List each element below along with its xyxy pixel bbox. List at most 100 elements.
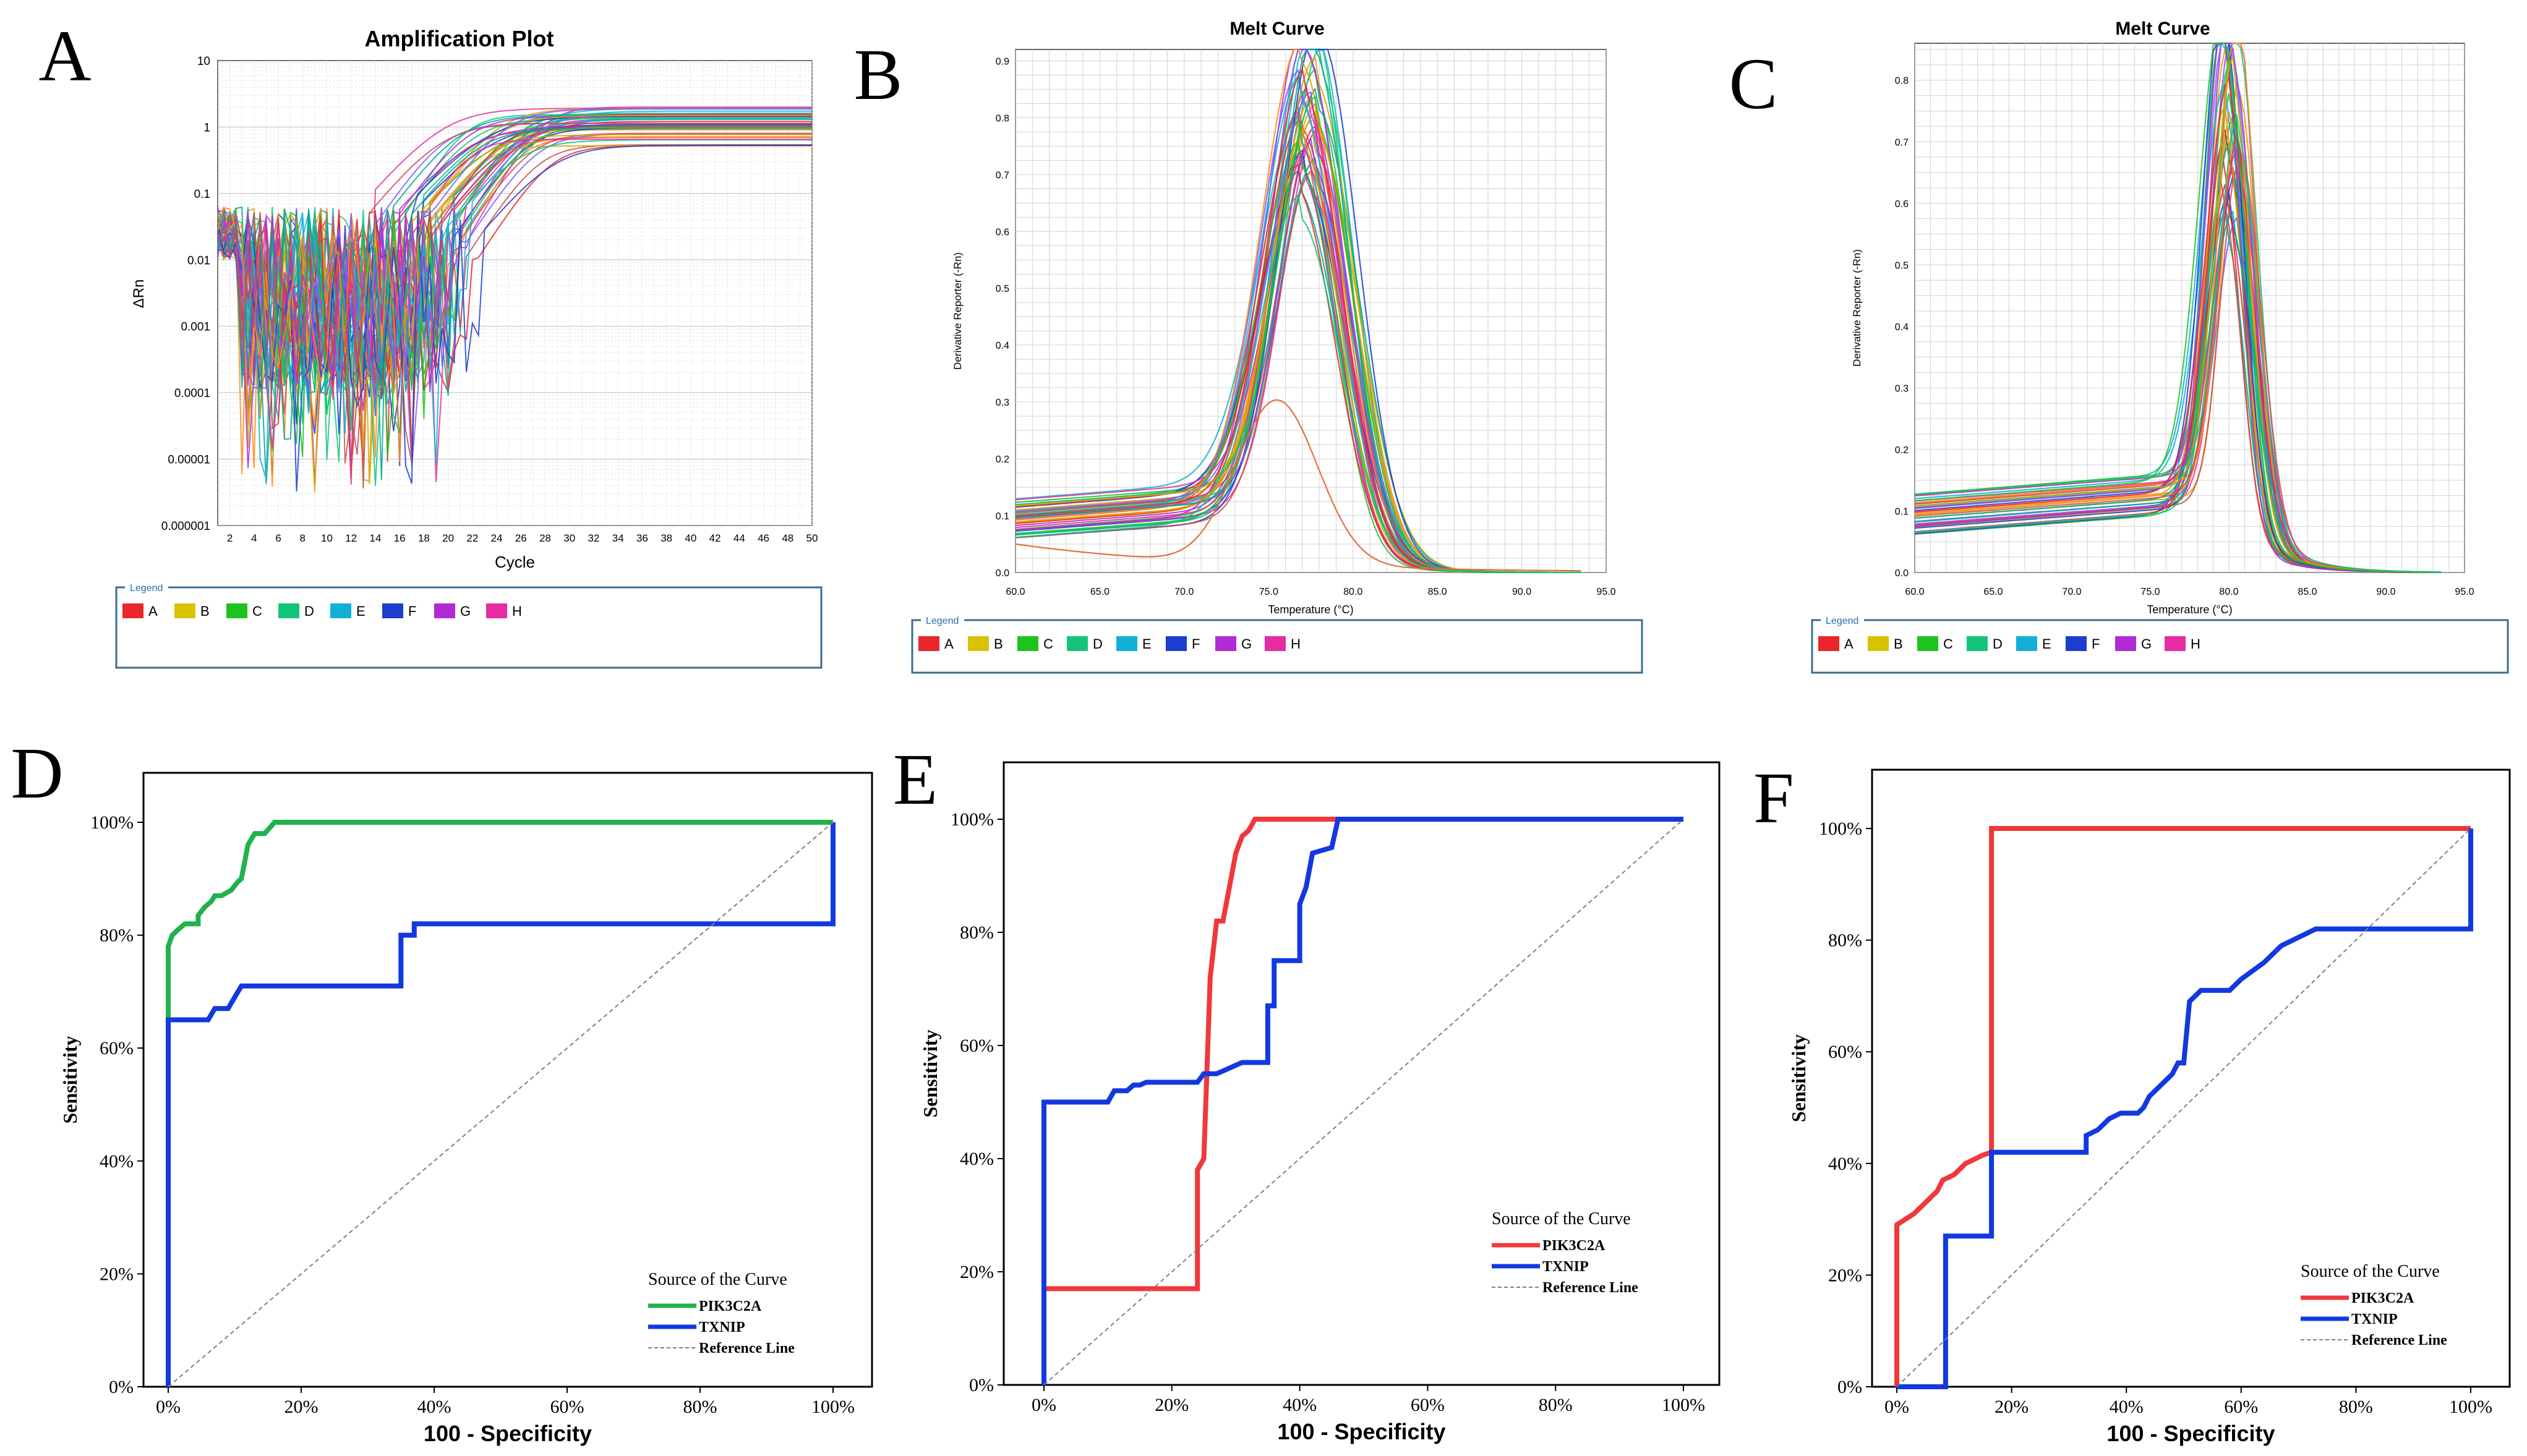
legend-code-e: E bbox=[356, 603, 366, 619]
y-tick-label: 60% bbox=[1828, 1042, 1862, 1062]
y-tick-label: 0.0 bbox=[1895, 568, 1909, 579]
x-tick-label: 12 bbox=[345, 532, 357, 544]
legend-swatch-b bbox=[968, 636, 989, 651]
x-tick-label: 70.0 bbox=[2062, 587, 2081, 597]
x-tick-label: 20% bbox=[1995, 1397, 2029, 1417]
x-tick-label: 38 bbox=[661, 532, 672, 544]
chart-b: Melt Curve Temperature (°C) Derivative Rep… bbox=[952, 19, 1616, 616]
legend-frame bbox=[1811, 619, 2509, 674]
legend-swatch-d bbox=[1067, 636, 1088, 651]
legend-code-d: D bbox=[1093, 636, 1103, 652]
legend-swatch-c bbox=[226, 603, 247, 618]
y-tick-label: 100% bbox=[1819, 819, 1862, 839]
y-axis-label: Sensitivity bbox=[1787, 1034, 1810, 1122]
legend-box-b: Legend A B C D E F G H bbox=[911, 613, 1643, 674]
y-tick-label: 0.00001 bbox=[168, 454, 210, 467]
x-tick-label: 30 bbox=[563, 532, 575, 544]
y-tick-label: 40% bbox=[1828, 1154, 1862, 1174]
legend-code-c: C bbox=[252, 603, 262, 619]
panel-letter-d: D bbox=[11, 733, 63, 814]
legend-code-e: E bbox=[1142, 636, 1152, 652]
legend-box-c: Legend A B C D E F G H bbox=[1811, 613, 2509, 674]
x-tick-label: 24 bbox=[491, 532, 503, 544]
y-tick-label: 80% bbox=[1828, 930, 1862, 951]
y-tick-label: 0.9 bbox=[996, 56, 1009, 67]
amplification-series bbox=[217, 138, 812, 479]
amplification-series bbox=[217, 122, 812, 370]
y-tick-label: 0.7 bbox=[996, 170, 1009, 181]
x-tick-label: 46 bbox=[758, 532, 769, 544]
y-tick-label: 0.01 bbox=[187, 254, 210, 267]
legend-code-f: F bbox=[2092, 636, 2100, 652]
y-tick-label: 60% bbox=[100, 1038, 134, 1058]
y-tick-label: 0.1 bbox=[194, 188, 210, 201]
x-tick-label: 60% bbox=[550, 1397, 584, 1417]
legend-code-a: A bbox=[944, 636, 954, 652]
roc-curve-txnip bbox=[166, 822, 836, 1387]
x-tick-label: 32 bbox=[588, 532, 600, 544]
x-tick-label: 60.0 bbox=[1006, 587, 1025, 597]
amplification-series bbox=[217, 136, 812, 438]
y-tick-label: 20% bbox=[960, 1262, 994, 1282]
y-tick-label: 40% bbox=[960, 1149, 994, 1169]
legend-swatch-b bbox=[174, 603, 195, 618]
x-tick-label: 42 bbox=[709, 532, 721, 544]
y-tick-label: 60% bbox=[960, 1036, 994, 1056]
x-tick-label: 75.0 bbox=[1259, 587, 1278, 597]
legend-swatch-h bbox=[2165, 636, 2186, 651]
legend-swatch-g bbox=[434, 603, 455, 618]
x-axis-label: Temperature (°C) bbox=[1268, 603, 1353, 616]
y-tick-label: 0.1 bbox=[996, 511, 1009, 522]
x-tick-label: 8 bbox=[300, 532, 306, 544]
x-tick-label: 80.0 bbox=[2219, 587, 2238, 597]
legend-title: Source of the Curve bbox=[1492, 1209, 1631, 1228]
legend-swatch-h bbox=[486, 603, 507, 618]
x-tick-label: 0% bbox=[1884, 1397, 1909, 1417]
legend-swatch-a bbox=[1818, 636, 1839, 651]
legend-code-g: G bbox=[1241, 636, 1252, 652]
y-tick-label: 0.1 bbox=[1895, 506, 1909, 517]
legend-swatch-f bbox=[1166, 636, 1187, 651]
amplification-series bbox=[217, 127, 812, 391]
legend-label: PIK3C2A bbox=[1542, 1238, 1606, 1254]
legend-code-a: A bbox=[1844, 636, 1854, 652]
legend-frame bbox=[115, 586, 823, 669]
plot-frame bbox=[142, 772, 873, 1388]
y-tick-label: 0.4 bbox=[996, 341, 1009, 351]
y-tick-label: 100% bbox=[951, 809, 994, 830]
legend-title-bg bbox=[1821, 613, 1864, 626]
chart-e: 0% 20% 40% 60% 80% 100% 0% 20% 40% 60% 80% 100% 100 … bbox=[919, 761, 1721, 1444]
x-tick-label: 65.0 bbox=[1983, 587, 2003, 597]
x-axis-label: Cycle bbox=[495, 553, 535, 571]
melt-series-secondary bbox=[1015, 399, 1581, 572]
panel-letter-b: B bbox=[854, 34, 903, 115]
x-axis-label: 100 - Specificity bbox=[1277, 1419, 1445, 1444]
legend-swatch-a bbox=[122, 603, 143, 618]
y-tick-label: 100% bbox=[90, 812, 134, 833]
legend-code-c: C bbox=[1943, 636, 1953, 652]
y-tick-label: 0.001 bbox=[181, 321, 210, 334]
legend-swatch-h bbox=[1265, 636, 1286, 651]
y-axis-label: Sensitivity bbox=[919, 1029, 941, 1117]
y-tick-label: 80% bbox=[960, 922, 994, 943]
y-tick-label: 0.3 bbox=[996, 398, 1009, 408]
legend-swatch-a bbox=[918, 636, 939, 651]
legend-code-g: G bbox=[460, 603, 471, 619]
legend-code-b: B bbox=[994, 636, 1003, 652]
x-tick-label: 70.0 bbox=[1174, 587, 1194, 597]
legend-swatch-c bbox=[1017, 636, 1038, 651]
x-tick-label: 40% bbox=[2110, 1397, 2144, 1417]
legend-title: Legend bbox=[1826, 616, 1858, 626]
legend-code-d: D bbox=[304, 603, 314, 619]
amplification-series bbox=[217, 126, 812, 464]
y-axis-label: ΔRn bbox=[130, 279, 147, 309]
legend-code-g: G bbox=[2141, 636, 2152, 652]
amplification-series bbox=[217, 117, 812, 431]
legend-title: Legend bbox=[926, 616, 959, 626]
y-tick-label: 80% bbox=[100, 926, 134, 946]
x-tick-label: 4 bbox=[251, 532, 257, 544]
amplification-series bbox=[217, 145, 812, 492]
roc-curve-pik3c2a bbox=[1894, 826, 2471, 1387]
legend-code-d: D bbox=[1993, 636, 2003, 652]
